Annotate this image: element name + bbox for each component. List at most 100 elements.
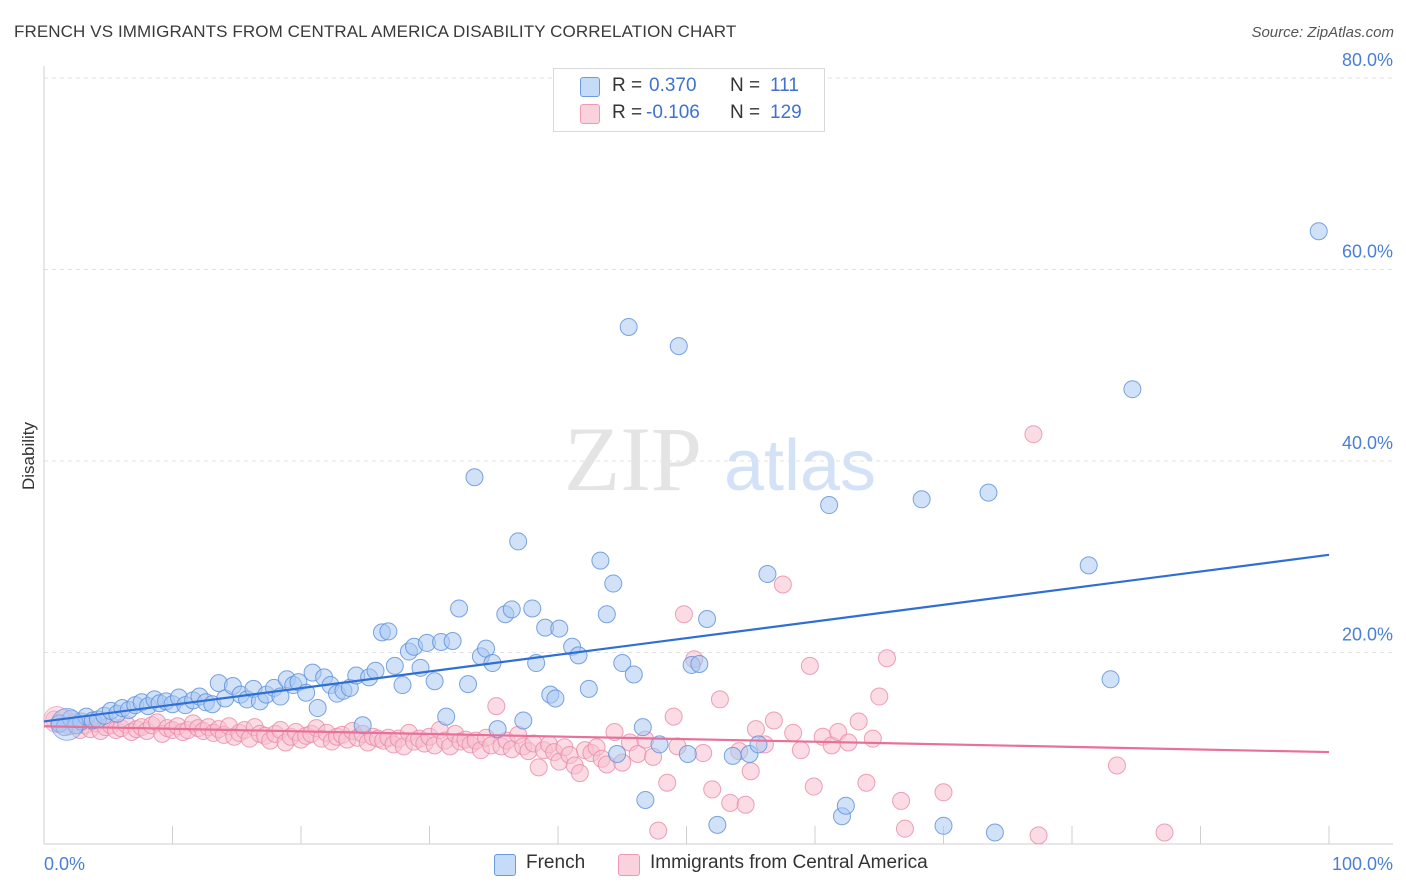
french-point [509,532,528,551]
legend-n-label: N = [730,102,761,123]
french-point [820,496,839,515]
immigrants-point [674,605,693,624]
legend-n-value: 111 [770,75,799,96]
immigrants-point [736,795,755,814]
immigrants-point [746,720,765,739]
french-point [514,711,533,730]
immigrants-point [800,656,819,675]
series-legend: French Immigrants from Central America [0,852,1406,878]
immigrants-point [741,762,760,781]
french-point [550,619,569,638]
immigrants-point [773,575,792,594]
legend-swatch-french [494,854,516,876]
legend-label-french: French [526,852,586,873]
french-point [690,654,709,673]
french-point [50,707,84,741]
immigrants-point [1155,823,1174,842]
legend-r-label: R = [612,75,643,96]
immigrants-point [529,758,548,777]
trend-lines [43,553,1330,754]
french-point [1079,556,1098,575]
french-point [393,676,412,695]
legend-swatch-immigrants [580,104,600,124]
immigrants-point [694,744,713,763]
immigrants-point [857,773,876,792]
french-point [749,735,768,754]
tick-labels: 20.0% 40.0% 60.0% 80.0% 0.0% 100.0% [44,50,1393,874]
french-point [546,689,565,708]
legend-n-value: 129 [770,102,802,123]
french-point [1309,222,1328,241]
immigrants-point [487,697,506,716]
immigrants-point [721,793,740,812]
french-point [465,468,484,487]
french-point [934,816,953,835]
immigrants-point [658,773,677,792]
chart-title: FRENCH VS IMMIGRANTS FROM CENTRAL AMERIC… [14,22,737,41]
legend-swatch-french [580,77,600,97]
immigrants-trend-line [43,725,1330,754]
french-point [678,744,697,763]
french-point [308,699,327,718]
immigrants-point [703,780,722,799]
immigrants-point [895,819,914,838]
immigrants-point [849,712,868,731]
immigrants-point [764,711,783,730]
immigrants-point [784,723,803,742]
french-point [723,746,742,765]
french-point [597,605,616,624]
watermark-zip: ZIP [564,408,702,510]
french-point [379,622,398,641]
legend-r-label: R = [612,102,643,123]
legend-label-immigrants: Immigrants from Central America [650,852,928,873]
french-points [50,222,1328,842]
y-tick-label: 60.0% [1342,242,1393,262]
axes [43,66,1393,845]
y-tick-label: 40.0% [1342,433,1393,453]
immigrants-point [1024,425,1043,444]
french-point [979,483,998,502]
french-point [758,564,777,583]
french-point [579,679,598,698]
french-point [708,815,727,834]
immigrants-point [791,741,810,760]
french-point [604,574,623,593]
french-point [836,796,855,815]
legend-n-label: N = [730,75,761,96]
french-point [1101,670,1120,689]
immigrants-point [863,729,882,748]
french-point [591,551,610,570]
immigrants-point [649,821,668,840]
immigrants-point [804,777,823,796]
french-point [459,675,478,694]
french-point [985,823,1004,842]
y-tick-label: 80.0% [1342,50,1393,70]
y-tick-label: 20.0% [1342,625,1393,645]
french-point [443,632,462,651]
french-point [608,744,627,763]
stats-legend: R = 0.370 N = 111 R = -0.106 N = 129 [553,68,825,132]
immigrants-point [605,722,624,741]
y-axis-title: Disability [19,421,38,490]
legend-r-value: -0.106 [646,102,700,123]
french-point [437,707,456,726]
immigrants-point [1029,826,1048,845]
french-point [353,716,372,735]
french-point [636,790,655,809]
immigrants-point [710,690,729,709]
french-point [488,720,507,739]
french-point [1123,380,1142,399]
grid-lines [44,77,1393,653]
watermark-atlas: atlas [724,426,876,506]
x-tick-label: 0.0% [44,854,85,874]
immigrants-points [43,425,1174,845]
french-point [569,646,588,665]
french-point [613,654,632,673]
immigrants-point [570,764,589,783]
french-point [698,609,717,628]
french-trend-line [43,553,1330,723]
immigrants-point [934,783,953,802]
immigrants-point [877,649,896,668]
french-point [624,665,643,684]
